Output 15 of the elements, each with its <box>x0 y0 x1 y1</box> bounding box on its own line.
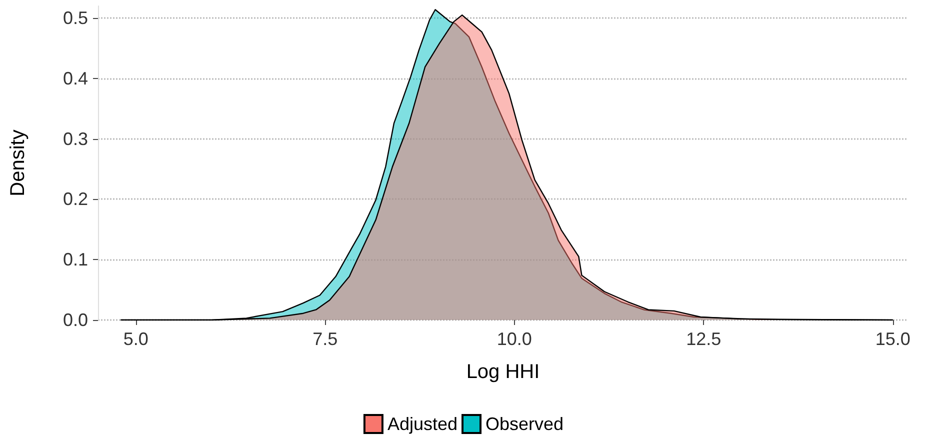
x-tick-label: 5.0 <box>123 329 148 349</box>
y-tick-label: 0.3 <box>62 128 88 149</box>
legend-label: Observed <box>486 414 564 434</box>
x-tick-label: 7.5 <box>312 329 338 349</box>
x-axis-title: Log HHI <box>466 361 540 383</box>
y-tick-label: 0.0 <box>62 310 88 330</box>
y-tick-label: 0.2 <box>62 189 88 210</box>
y-tick-label: 0.5 <box>62 8 88 28</box>
x-tick-label: 10.0 <box>496 329 532 349</box>
x-tick-label: 15.0 <box>875 329 910 349</box>
y-axis-title: Density <box>7 130 29 196</box>
y-tick-label: 0.4 <box>62 68 88 88</box>
legend-label: Adjusted <box>387 414 458 434</box>
y-tick-label: 0.1 <box>62 250 88 270</box>
x-tick-label: 12.5 <box>686 329 722 349</box>
